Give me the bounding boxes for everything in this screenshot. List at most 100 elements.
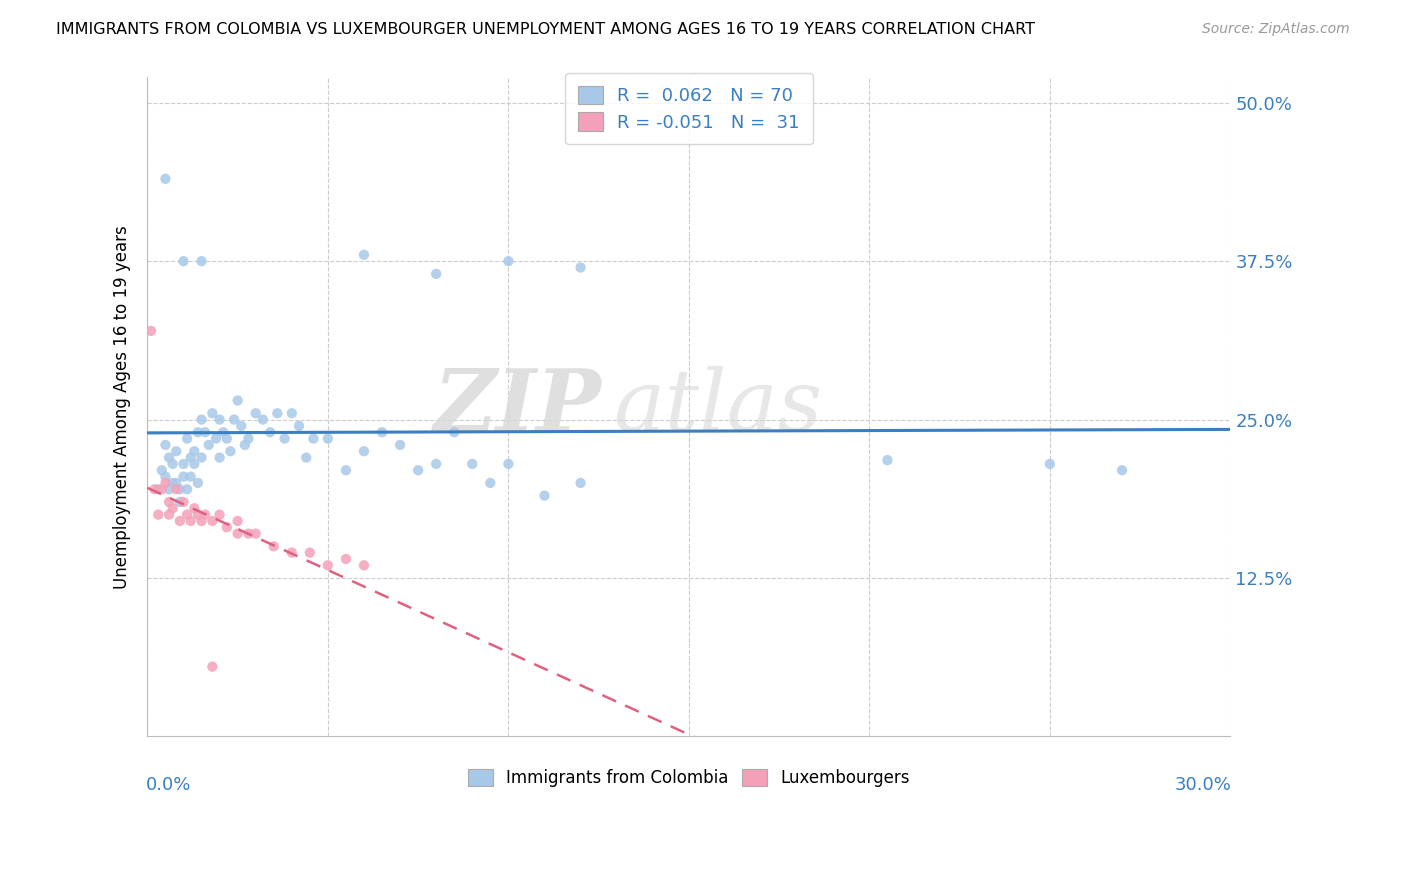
Point [205,432,228,446]
Point [190,254,212,268]
Point [461,457,484,471]
Point [288,418,311,433]
Point [169,514,191,528]
Point [569,260,592,275]
Point [302,432,325,446]
Point [208,508,231,522]
Point [150,483,173,497]
Point [190,514,212,528]
Point [335,463,357,477]
Point [226,393,249,408]
Point [157,508,180,522]
Point [143,483,166,497]
Point [226,526,249,541]
Point [259,425,281,440]
Point [389,438,412,452]
Point [215,520,238,534]
Point [165,475,187,490]
Point [180,450,202,465]
Point [245,526,267,541]
Point [1111,463,1133,477]
Point [201,659,224,673]
Text: 0.0%: 0.0% [146,776,191,794]
Point [298,546,321,560]
Point [498,457,520,471]
Point [406,463,429,477]
Point [180,469,202,483]
Point [190,412,212,426]
Point [155,438,177,452]
Point [162,457,184,471]
Point [316,558,339,573]
Text: 30.0%: 30.0% [1174,776,1232,794]
Point [176,432,198,446]
Point [187,508,209,522]
Point [425,457,447,471]
Point [194,425,217,440]
Point [252,412,274,426]
Point [155,475,177,490]
Point [157,483,180,497]
Text: Source: ZipAtlas.com: Source: ZipAtlas.com [1202,22,1350,37]
Point [533,489,555,503]
Point [194,508,217,522]
Point [165,444,187,458]
Point [165,483,187,497]
Legend: Immigrants from Colombia, Luxembourgers: Immigrants from Colombia, Luxembourgers [461,763,917,794]
Text: ZIP: ZIP [434,365,602,449]
Point [187,425,209,440]
Point [425,267,447,281]
Point [215,432,238,446]
Point [157,495,180,509]
Point [371,425,394,440]
Point [148,483,170,497]
Point [197,438,219,452]
Point [201,514,224,528]
Point [162,475,184,490]
Point [173,469,195,483]
Point [353,444,375,458]
Point [155,171,177,186]
Point [176,508,198,522]
Point [187,475,209,490]
Point [238,526,260,541]
Point [208,450,231,465]
Point [273,432,295,446]
Point [443,425,465,440]
Point [173,495,195,509]
Text: IMMIGRANTS FROM COLOMBIA VS LUXEMBOURGER UNEMPLOYMENT AMONG AGES 16 TO 19 YEARS : IMMIGRANTS FROM COLOMBIA VS LUXEMBOURGER… [56,22,1035,37]
Point [353,248,375,262]
Point [226,514,249,528]
Point [183,457,205,471]
Point [150,463,173,477]
Point [155,469,177,483]
Point [335,552,357,566]
Point [157,450,180,465]
Y-axis label: Unemployment Among Ages 16 to 19 years: Unemployment Among Ages 16 to 19 years [114,225,131,589]
Point [353,558,375,573]
Point [1039,457,1062,471]
Point [201,406,224,420]
Point [180,514,202,528]
Point [169,483,191,497]
Point [295,450,318,465]
Point [263,539,285,553]
Point [316,432,339,446]
Point [281,406,304,420]
Point [173,254,195,268]
Point [139,324,162,338]
Point [479,475,502,490]
Text: atlas: atlas [613,366,823,449]
Point [238,432,260,446]
Point [219,444,242,458]
Point [190,450,212,465]
Point [266,406,288,420]
Point [281,546,304,560]
Point [212,425,235,440]
Point [233,438,256,452]
Point [876,453,898,467]
Point [222,412,245,426]
Point [176,483,198,497]
Point [162,501,184,516]
Point [169,495,191,509]
